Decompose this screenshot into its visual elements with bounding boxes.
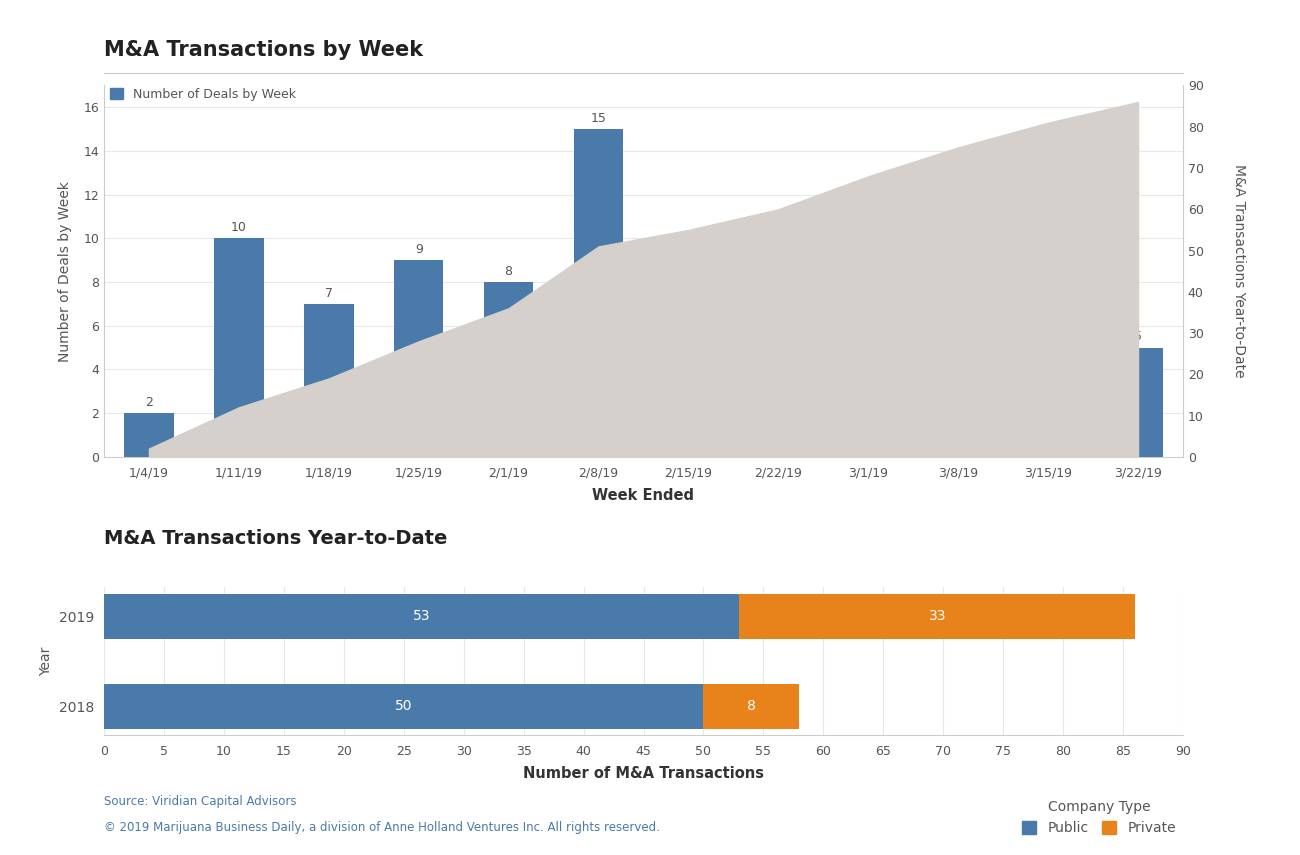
Y-axis label: M&A Transactions Year-to-Date: M&A Transactions Year-to-Date [1231,164,1245,378]
Text: 15: 15 [590,112,607,125]
Bar [304,304,354,457]
Text: 9: 9 [415,243,422,256]
Text: 4: 4 [685,352,693,365]
Bar [664,369,714,457]
Bar [1113,348,1162,457]
Legend: Number of Deals by Week: Number of Deals by Week [111,88,296,101]
Bar [104,683,703,728]
X-axis label: Week Ended: Week Ended [593,488,694,503]
Text: 7: 7 [954,286,962,299]
Text: 5: 5 [775,330,783,343]
Bar [703,683,800,728]
Text: 8: 8 [864,265,872,278]
Bar [125,413,174,457]
Bar [484,282,533,457]
Text: 50: 50 [395,699,412,713]
Bar [394,260,443,457]
Text: M&A Transactions Year-to-Date: M&A Transactions Year-to-Date [104,529,447,548]
Bar [754,348,803,457]
Y-axis label: Number of Deals by Week: Number of Deals by Week [58,180,73,362]
Text: 6: 6 [1044,309,1052,321]
Text: 7: 7 [325,286,333,299]
Text: M&A Transactions by Week: M&A Transactions by Week [104,40,422,60]
Text: 10: 10 [231,221,247,234]
Bar [844,282,893,457]
Text: © 2019 Marijuana Business Daily, a division of Anne Holland Ventures Inc. All ri: © 2019 Marijuana Business Daily, a divis… [104,821,660,834]
Text: 8: 8 [504,265,512,278]
Bar [1023,326,1072,457]
Text: Source: Viridian Capital Advisors: Source: Viridian Capital Advisors [104,795,296,808]
Text: 53: 53 [413,609,430,623]
Bar [933,304,983,457]
Text: 33: 33 [928,609,946,623]
Bar [573,129,623,457]
Text: 8: 8 [747,699,755,713]
Bar [740,593,1135,639]
Text: 5: 5 [1134,330,1141,343]
Bar [214,239,264,457]
Bar [104,593,740,639]
Y-axis label: Year: Year [39,646,53,675]
Text: 2: 2 [146,396,153,409]
X-axis label: Number of M&A Transactions: Number of M&A Transactions [523,766,764,781]
Legend: Public, Private: Public, Private [1022,800,1176,835]
